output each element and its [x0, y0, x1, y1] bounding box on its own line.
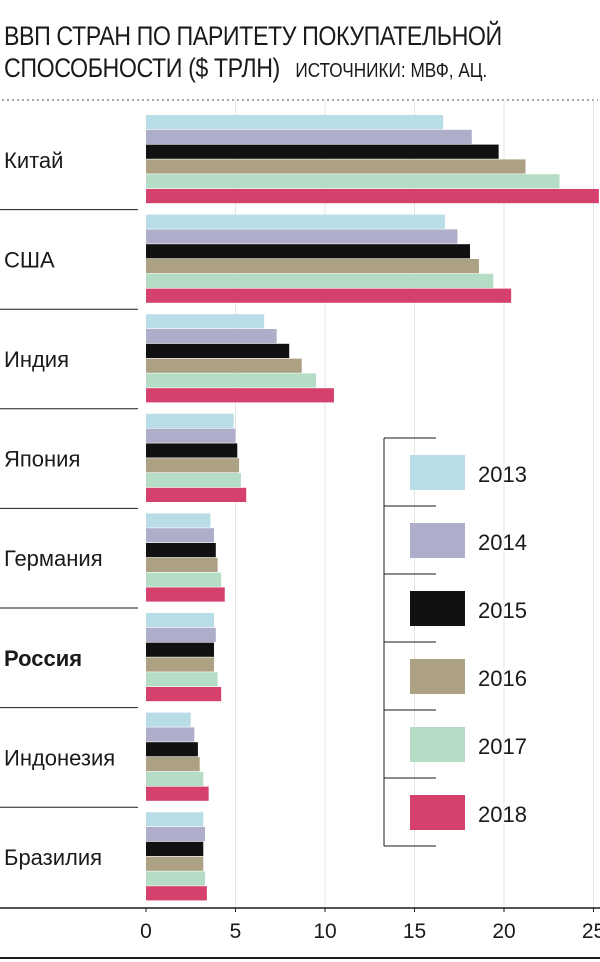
- bar-2013-7: [146, 812, 204, 827]
- bar-2018-5: [146, 687, 222, 702]
- bar-2016-3: [146, 458, 240, 473]
- bar-2018-3: [146, 487, 247, 502]
- category-label: Россия: [4, 646, 82, 671]
- category-label: Индия: [4, 347, 69, 372]
- bar-2016-1: [146, 259, 479, 274]
- bar-2016-7: [146, 856, 204, 871]
- bar-2015-0: [146, 144, 499, 159]
- bar-2016-0: [146, 159, 526, 174]
- bar-2017-4: [146, 572, 222, 587]
- legend-swatch-2015: [410, 591, 465, 626]
- x-tick-label: 5: [230, 920, 242, 943]
- bar-2014-5: [146, 627, 216, 642]
- bar-2015-3: [146, 443, 238, 458]
- bar-2013-1: [146, 214, 445, 229]
- bar-2017-3: [146, 473, 241, 488]
- x-tick-label: 15: [403, 920, 426, 943]
- chart-title: ВВП СТРАН ПО ПАРИТЕТУ ПОКУПАТЕЛЬНОЙ СПОС…: [4, 20, 502, 87]
- bar-2017-7: [146, 871, 206, 886]
- bar-2014-0: [146, 129, 472, 144]
- bar-2018-0: [146, 189, 599, 204]
- category-label: Германия: [4, 546, 103, 571]
- bar-2015-7: [146, 841, 204, 856]
- bar-2018-1: [146, 288, 512, 303]
- legend-label-2013: 2013: [478, 462, 527, 487]
- legend-label-2015: 2015: [478, 598, 527, 623]
- bar-2018-2: [146, 388, 334, 403]
- bar-2016-6: [146, 757, 200, 772]
- bar-2013-3: [146, 413, 234, 428]
- bar-2013-0: [146, 115, 444, 130]
- bar-2015-6: [146, 742, 198, 757]
- legend-label-2017: 2017: [478, 734, 527, 759]
- bar-2014-1: [146, 229, 458, 244]
- legend-swatch-2014: [410, 523, 465, 558]
- source-note: ИСТОЧНИКИ: МВФ, АЦ.: [295, 60, 488, 82]
- bar-2014-2: [146, 329, 277, 344]
- bar-2013-2: [146, 314, 265, 329]
- category-label: Бразилия: [4, 845, 102, 870]
- bar-2015-2: [146, 343, 290, 358]
- category-label: Индонезия: [4, 745, 115, 770]
- title-line-2: СПОСОБНОСТИ ($ ТРЛН): [4, 53, 280, 83]
- bar-2017-5: [146, 672, 218, 687]
- bar-2013-4: [146, 513, 211, 528]
- bar-2015-1: [146, 244, 470, 259]
- legend-swatch-2013: [410, 455, 465, 490]
- legend-swatch-2017: [410, 727, 465, 762]
- bar-2018-4: [146, 587, 225, 602]
- x-tick-label: 0: [140, 920, 152, 943]
- bar-2014-3: [146, 428, 236, 443]
- legend-label-2016: 2016: [478, 666, 527, 691]
- bar-2014-7: [146, 827, 206, 842]
- bar-2015-5: [146, 642, 215, 657]
- x-tick-label: 20: [492, 920, 515, 943]
- legend-swatch-2016: [410, 659, 465, 694]
- bar-2014-6: [146, 727, 195, 742]
- legend-label-2018: 2018: [478, 802, 527, 827]
- legend-label-2014: 2014: [478, 530, 527, 555]
- category-label: Китай: [4, 148, 63, 173]
- category-label: Япония: [4, 447, 80, 472]
- x-tick-label: 10: [313, 920, 336, 943]
- bar-2016-5: [146, 657, 215, 672]
- bar-2017-0: [146, 174, 560, 189]
- bar-2013-6: [146, 712, 191, 727]
- bar-2018-7: [146, 886, 207, 901]
- bar-2016-2: [146, 358, 302, 373]
- bar-2017-2: [146, 373, 317, 388]
- bar-2014-4: [146, 528, 215, 543]
- bar-2017-1: [146, 273, 494, 288]
- bar-2018-6: [146, 786, 209, 801]
- bar-2013-5: [146, 613, 215, 628]
- bar-2015-4: [146, 543, 216, 558]
- x-tick-label: 25: [582, 920, 600, 943]
- bar-2017-6: [146, 771, 204, 786]
- title-line-1: ВВП СТРАН ПО ПАРИТЕТУ ПОКУПАТЕЛЬНОЙ: [4, 21, 502, 51]
- legend-swatch-2018: [410, 795, 465, 830]
- category-label: США: [4, 247, 55, 272]
- bar-2016-4: [146, 557, 218, 572]
